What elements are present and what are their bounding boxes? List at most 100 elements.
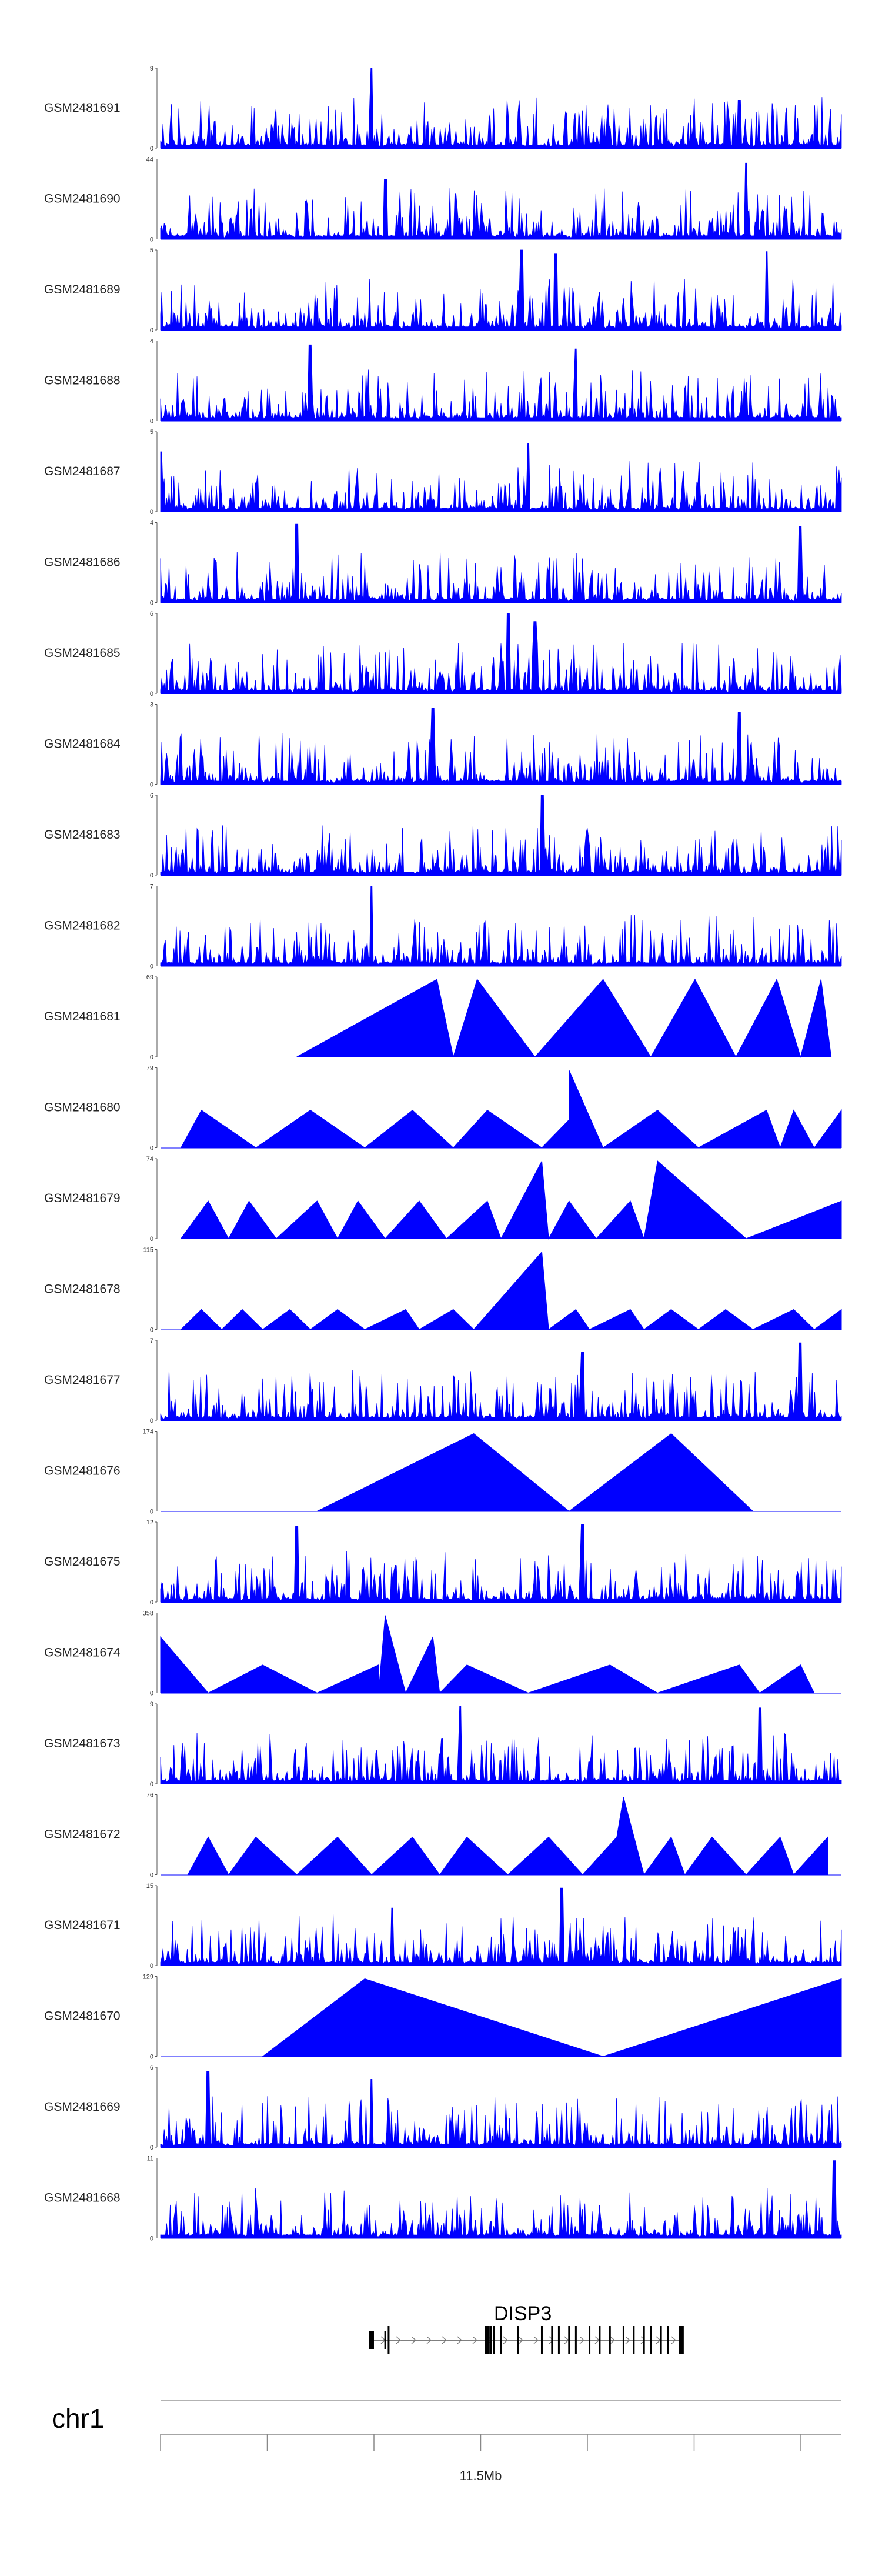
coverage-area [317, 1433, 754, 1512]
coverage-area [160, 708, 842, 785]
track-label: GSM2481681 [44, 1010, 121, 1023]
coverage-area [160, 613, 842, 694]
track-GSM2481673: GSM2481673 9 0 [44, 1701, 842, 1788]
gene-exon [609, 2326, 611, 2354]
gene-exon [387, 2326, 390, 2354]
track-label: GSM2481685 [44, 646, 121, 660]
strand-arrow [426, 2336, 432, 2344]
coverage-area [160, 2160, 842, 2238]
track-label: GSM2481680 [44, 1101, 121, 1115]
gene-exon [599, 2326, 601, 2354]
track-label: GSM2481690 [44, 192, 121, 206]
y-axis-min-label: 0 [150, 872, 153, 879]
track-label: GSM2481691 [44, 101, 121, 115]
y-axis-max-label: 74 [146, 1156, 153, 1163]
y-axis-min-label: 0 [150, 690, 153, 698]
track-label: GSM2481668 [44, 2191, 121, 2205]
gene-exon [633, 2326, 635, 2354]
gene-exon [557, 2326, 560, 2354]
y-axis-max-label: 174 [143, 1429, 153, 1436]
y-axis-max-label: 115 [143, 1247, 153, 1254]
gene-exon [485, 2326, 490, 2354]
gene-exon [589, 2326, 591, 2354]
gene-exon [643, 2326, 645, 2354]
track-GSM2481689: GSM2481689 5 0 [44, 247, 842, 334]
track-label: GSM2481686 [44, 556, 121, 569]
strand-arrow [625, 2336, 630, 2344]
track-label: GSM2481674 [44, 1646, 121, 1660]
gene-exon [384, 2331, 386, 2349]
y-axis-max-label: 5 [150, 429, 153, 436]
gene-exon [679, 2326, 684, 2354]
track-GSM2481676: GSM2481676 174 0 [44, 1429, 841, 1516]
gene-exon [622, 2326, 624, 2354]
gene-exon [574, 2326, 577, 2354]
y-axis-min-label: 0 [150, 2054, 153, 2061]
coverage-area [160, 249, 842, 331]
coverage-area [160, 795, 842, 876]
track-GSM2481672: GSM2481672 76 0 [44, 1792, 841, 1879]
y-axis-max-label: 9 [150, 1701, 153, 1708]
coverage-area [160, 523, 842, 603]
track-label: GSM2481683 [44, 828, 121, 842]
gene-exon [540, 2326, 543, 2354]
strand-arrow [457, 2336, 462, 2344]
track-label: GSM2481678 [44, 1283, 121, 1296]
coverage-area [160, 2071, 842, 2148]
y-axis-min-label: 0 [150, 1417, 153, 1424]
track-label: GSM2481688 [44, 374, 121, 388]
track-GSM2481670: GSM2481670 129 0 [44, 1974, 842, 2061]
y-axis-max-label: 76 [146, 1792, 153, 1799]
y-axis-max-label: 6 [150, 610, 153, 618]
gene-exon [500, 2326, 502, 2354]
track-GSM2481690: GSM2481690 44 0 [44, 156, 842, 243]
y-axis-max-label: 129 [143, 1974, 153, 1981]
y-axis-min-label: 0 [150, 1236, 153, 1243]
coverage-area [160, 162, 842, 239]
track-GSM2481682: GSM2481682 7 0 [44, 883, 842, 970]
gene-exon [660, 2326, 662, 2354]
y-axis-max-label: 11 [147, 2155, 153, 2163]
y-axis-max-label: 4 [150, 338, 153, 345]
coverage-area [160, 886, 842, 966]
coverage-area [160, 1706, 842, 1784]
genome-axis-track: chr1 11.5Mb [52, 2400, 841, 2483]
track-GSM2481675: GSM2481675 12 0 [44, 1519, 842, 1606]
track-GSM2481685: GSM2481685 6 0 [44, 610, 842, 698]
y-axis-max-label: 7 [150, 883, 153, 890]
y-axis-max-label: 15 [146, 1883, 153, 1890]
track-label: GSM2481676 [44, 1464, 121, 1478]
y-axis-min-label: 0 [150, 509, 153, 516]
y-axis-min-label: 0 [150, 1963, 153, 1970]
y-axis-max-label: 6 [150, 2064, 153, 2071]
y-axis-max-label: 12 [146, 1519, 153, 1526]
y-axis-max-label: 9 [150, 65, 153, 72]
track-GSM2481681: GSM2481681 69 0 [44, 974, 841, 1061]
gene-annotation-track: DISP3 [369, 2303, 684, 2354]
y-axis-min-label: 0 [150, 1145, 153, 1152]
y-axis-min-label: 0 [150, 600, 153, 607]
y-axis-max-label: 3 [150, 702, 153, 709]
y-axis-max-label: 5 [150, 247, 153, 254]
track-GSM2481691: GSM2481691 9 0 [44, 65, 842, 152]
y-axis-min-label: 0 [150, 1054, 153, 1061]
y-axis-min-label: 0 [150, 1599, 153, 1606]
y-axis-min-label: 0 [150, 1872, 153, 1879]
coverage-area [160, 68, 842, 149]
coverage-area [180, 1160, 842, 1240]
coverage-area [160, 443, 842, 512]
coverage-area [160, 344, 842, 421]
track-label: GSM2481672 [44, 1828, 121, 1841]
track-label: GSM2481669 [44, 2100, 121, 2114]
track-label: GSM2481679 [44, 1192, 121, 1205]
strand-arrow [549, 2336, 554, 2344]
y-axis-min-label: 0 [150, 1509, 153, 1516]
track-GSM2481674: GSM2481674 358 0 [44, 1610, 841, 1697]
track-label: GSM2481682 [44, 919, 121, 933]
gene-exon [369, 2331, 374, 2349]
y-axis-max-label: 6 [150, 792, 153, 799]
track-label: GSM2481684 [44, 738, 121, 751]
gene-exon [568, 2326, 570, 2354]
coverage-area [160, 1524, 842, 1603]
